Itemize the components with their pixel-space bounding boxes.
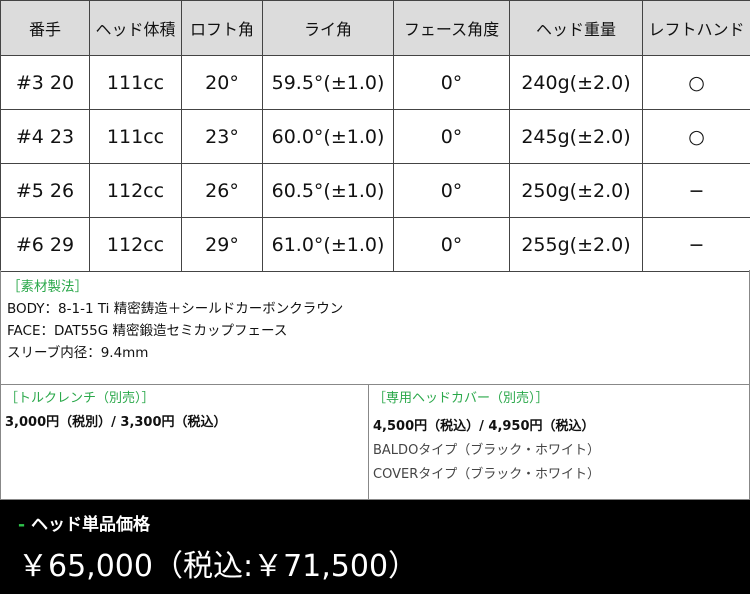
cell: 0° <box>393 217 510 272</box>
table-row: #6 29 112cc 29° 61.0°(±1.0) 0° 255g(±2.0) − <box>0 217 750 272</box>
spec-table: 番手 ヘッド体積 ロフト角 ライ角 フェース角度 ヘッド重量 レフトハンド #3… <box>0 0 750 272</box>
cell: ○ <box>642 55 750 110</box>
cover-title: ［専用ヘッドカバー（別売）］ <box>373 391 549 406</box>
table-row: #4 23 111cc 23° 60.0°(±1.0) 0° 245g(±2.0) ○ <box>0 109 750 164</box>
table-row: #3 20 111cc 20° 59.5°(±1.0) 0° 240g(±2.0) ○ <box>0 55 750 110</box>
cell: #5 26 <box>0 163 90 218</box>
cell: 20° <box>181 55 263 110</box>
cell: 250g(±2.0) <box>509 163 643 218</box>
table-row: #5 26 112cc 26° 60.5°(±1.0) 0° 250g(±2.0) − <box>0 163 750 218</box>
cell: 255g(±2.0) <box>509 217 643 272</box>
materials-line: BODY：8-1-1 Ti 精密鋳造＋シールドカーボンクラウン <box>7 301 344 317</box>
cell: 60.0°(±1.0) <box>262 109 394 164</box>
cover-type: COVERタイプ（ブラック・ホワイト） <box>373 467 600 482</box>
cell: − <box>642 217 750 272</box>
materials-title: ［素材製法］ <box>7 279 88 295</box>
header-cell: フェース角度 <box>393 0 510 56</box>
header-cell: 番手 <box>0 0 90 56</box>
materials-line: FACE：DAT55G 精密鍛造セミカップフェース <box>7 323 288 339</box>
cover-type: BALDOタイプ（ブラック・ホワイト） <box>373 443 601 458</box>
cover-price: 4,500円（税込）/ 4,950円（税込） <box>373 419 595 434</box>
cell: 60.5°(±1.0) <box>262 163 394 218</box>
cell: 59.5°(±1.0) <box>262 55 394 110</box>
cell: 29° <box>181 217 263 272</box>
cell: 112cc <box>89 163 182 218</box>
cell: 240g(±2.0) <box>509 55 643 110</box>
cell: ○ <box>642 109 750 164</box>
cell: 23° <box>181 109 263 164</box>
materials-section: ［素材製法］ BODY：8-1-1 Ti 精密鋳造＋シールドカーボンクラウン F… <box>0 270 750 385</box>
cell: #3 20 <box>0 55 90 110</box>
cell: 61.0°(±1.0) <box>262 217 394 272</box>
cell: 111cc <box>89 55 182 110</box>
price-banner: - ヘッド単品価格 ￥65,000（税込:￥71,500） <box>0 500 750 594</box>
materials-line: スリーブ内径：9.4mm <box>7 345 149 361</box>
cell: 0° <box>393 109 510 164</box>
wrench-title: ［トルクレンチ（別売）］ <box>5 391 155 406</box>
header-cell: ライ角 <box>262 0 394 56</box>
cell: #6 29 <box>0 217 90 272</box>
header-cell: レフトハンド <box>642 0 750 56</box>
cell: 26° <box>181 163 263 218</box>
cell: 0° <box>393 163 510 218</box>
price-value: ￥65,000（税込:￥71,500） <box>18 549 419 584</box>
table-header-row: 番手 ヘッド体積 ロフト角 ライ角 フェース角度 ヘッド重量 レフトハンド <box>0 0 750 56</box>
wrench-price: 3,000円（税別）/ 3,300円（税込） <box>5 415 227 430</box>
dash-icon: - <box>18 515 26 535</box>
cell: 112cc <box>89 217 182 272</box>
header-cell: ロフト角 <box>181 0 263 56</box>
cell: #4 23 <box>0 109 90 164</box>
torque-wrench-section: ［トルクレンチ（別売）］ 3,000円（税別）/ 3,300円（税込） <box>0 385 369 500</box>
headcover-section: ［専用ヘッドカバー（別売）］ 4,500円（税込）/ 4,950円（税込） BA… <box>368 385 750 500</box>
cell: 111cc <box>89 109 182 164</box>
cell: − <box>642 163 750 218</box>
price-label: ヘッド単品価格 <box>30 515 150 535</box>
cell: 0° <box>393 55 510 110</box>
header-cell: ヘッド体積 <box>89 0 182 56</box>
header-cell: ヘッド重量 <box>509 0 643 56</box>
cell: 245g(±2.0) <box>509 109 643 164</box>
